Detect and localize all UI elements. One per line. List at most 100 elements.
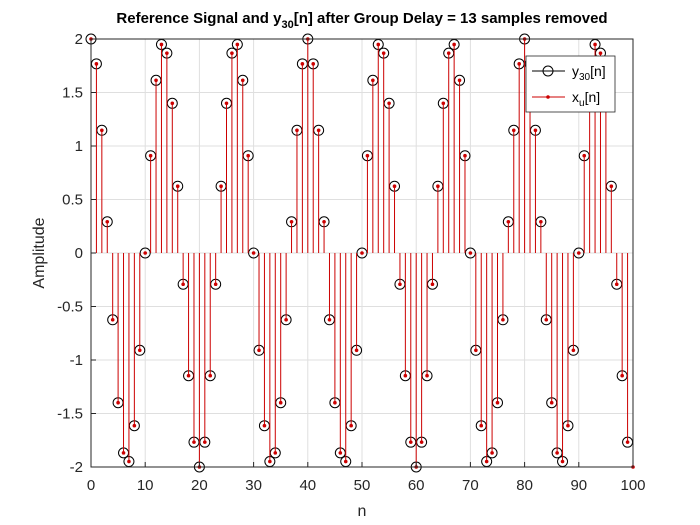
stem-dot [273,451,278,455]
stem-dot [506,219,511,224]
stem-dot [235,42,240,47]
stem-dot [327,317,332,322]
title-rest: [n] after Group Delay = 13 samples remov… [294,10,608,27]
stem-dot [322,219,326,224]
stem-dot [311,62,316,66]
stem-dot [441,101,446,106]
stem-dot [419,440,424,444]
stem-dot [609,184,614,189]
stem-dot [121,451,126,455]
stem-dot [289,219,294,224]
stem-dot [468,251,473,255]
y-tick-label: -2 [70,459,83,476]
stem-dot [555,451,559,455]
stem-dot [365,153,370,158]
y-tick-label: -0.5 [57,299,83,316]
stem-dot [436,184,440,189]
stem-dot [116,400,120,405]
stem-dot [246,153,250,158]
stem-dot [533,128,538,133]
stem-dot [143,251,147,255]
stem-dot [560,459,565,464]
y-tick-label: -1 [70,352,83,369]
stem-dot [620,373,624,378]
stem-dot [517,62,521,66]
stem-dot [170,101,175,106]
series-1 [89,37,635,469]
stem-dot [230,51,234,55]
legend-marker-y30 [542,65,554,77]
x-axis-label: n [358,503,367,520]
axis-ticks: 0 10 20 30 40 50 60 70 80 90 100 -2 -1.5 -1 -0.5 0 0.5 1 1… [57,31,645,494]
stem-dot [490,451,494,455]
stem-dot [213,282,218,287]
stem-dot [501,317,505,322]
stem-dot [354,348,359,353]
stem-dot [181,282,185,287]
chart-title: Reference Signal and y30[n] after Group … [116,10,607,31]
stem-dot [360,251,364,255]
stem-dot [452,42,456,47]
x-tick-label: 90 [570,477,587,494]
x-tick-label: 70 [462,477,479,494]
x-tick-label: 50 [354,477,371,494]
stem-dot [333,400,337,405]
legend-xu-main: x [572,89,579,105]
stem-dot [192,440,196,444]
stem-dot [408,440,413,444]
stem-dot [343,459,348,464]
legend-marker-xu [546,95,550,99]
stem-dot [593,42,597,47]
stem-dot [295,128,299,133]
stem-dot [208,373,213,378]
stem-dot [224,101,229,106]
stem-dot [566,423,570,428]
stem-dot [457,78,462,83]
stem-dot [338,451,343,455]
y-tick-label: 2 [75,31,83,48]
stem-dot [100,128,104,133]
title-subscript: 30 [281,19,293,31]
legend-label-xu: xu[n] [572,89,600,109]
stem-dot [403,373,408,378]
legend-y30-sub: 30 [579,72,591,83]
stem-dot [392,184,397,189]
stem-dot [251,251,256,255]
stem-dot [268,459,272,464]
stem-dot [316,128,321,133]
stem-dot [625,440,630,444]
stem-dot [165,51,169,55]
y-tick-label: 0.5 [62,192,83,209]
stem-dot [110,317,115,322]
x-tick-label: 60 [408,477,425,494]
stem-dot [577,251,581,255]
x-tick-label: 40 [299,477,316,494]
stem-dot [219,184,223,189]
stem-dot [544,317,549,322]
stem-dot [262,423,267,428]
y-axis-label: Amplitude [31,217,48,288]
legend-y30-rest: [n] [590,63,606,79]
legend-y30-main: y [572,63,579,79]
stem-dot [376,42,381,47]
stem-dot [549,400,554,405]
stem-dot [278,400,283,405]
legend-label-y30: y30[n] [572,63,606,83]
stem-dot [582,153,587,158]
stem-dot [479,423,484,428]
stem-dot [614,282,619,287]
stem-dot [175,184,180,189]
y-tick-label: 1 [75,138,83,155]
stem-dot [446,51,451,55]
x-tick-label: 0 [87,477,95,494]
stem-dot [186,373,191,378]
stem-dot [371,78,375,83]
stem-dot [474,348,478,353]
stem-dot [154,78,158,83]
legend-xu-sub: u [579,98,585,109]
x-tick-label: 100 [620,477,645,494]
stem-dot [425,373,429,378]
stem-dot [398,282,402,287]
legend: y30[n] xu[n] [525,55,616,113]
